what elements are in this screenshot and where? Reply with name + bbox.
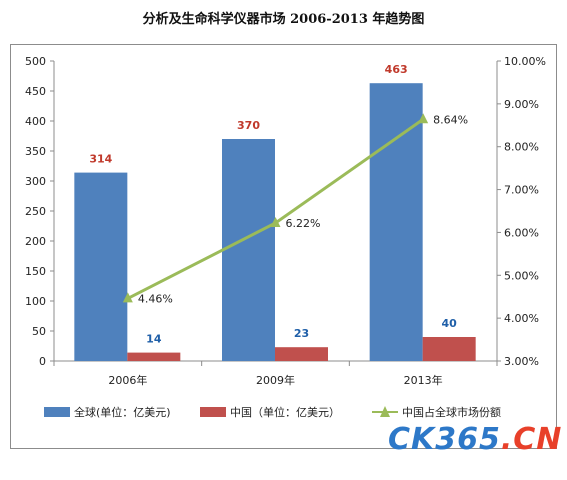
- watermark-ck365: CK365: [388, 422, 501, 457]
- bar-china: [127, 352, 181, 361]
- y-left-tick-label: 100: [25, 295, 46, 308]
- y-left-tick-label: 400: [25, 115, 46, 128]
- chart-title: 分析及生命科学仪器市场 2006-2013 年趋势图: [142, 12, 425, 27]
- x-tick-label: 2009年: [256, 373, 295, 387]
- share-line-marker: [122, 292, 133, 303]
- y-left-tick-label: 500: [25, 55, 46, 68]
- bar-global: [74, 172, 128, 361]
- y-right-tick-label: 9.00%: [504, 98, 539, 111]
- watermark-logo: CK365.CN: [388, 422, 562, 457]
- x-tick-label: 2006年: [108, 373, 147, 387]
- y-left-tick-label: 50: [32, 325, 46, 338]
- legend-swatch-china: [200, 407, 226, 417]
- bar-value-label: 314: [89, 153, 112, 166]
- y-right-tick-label: 3.00%: [504, 355, 539, 368]
- bar-value-label: 463: [385, 63, 408, 76]
- bar-china: [422, 337, 476, 361]
- y-right-tick-label: 8.00%: [504, 141, 539, 154]
- y-left-tick-label: 150: [25, 265, 46, 278]
- y-left-tick-label: 350: [25, 145, 46, 158]
- bar-value-label: 23: [294, 327, 309, 340]
- legend-marker-share: [380, 406, 390, 417]
- chart-frame: [10, 44, 557, 449]
- legend-label: 全球(单位：亿美元): [74, 405, 171, 419]
- share-line-marker: [418, 113, 429, 124]
- bar-global: [369, 83, 423, 361]
- y-left-tick-label: 250: [25, 205, 46, 218]
- share-value-label: 6.22%: [286, 217, 321, 230]
- y-right-tick-label: 10.00%: [504, 55, 546, 68]
- y-left-tick-label: 200: [25, 235, 46, 248]
- legend-label: 中国（单位：亿美元）: [230, 405, 340, 419]
- y-right-tick-label: 7.00%: [504, 184, 539, 197]
- x-tick-label: 2013年: [404, 373, 443, 387]
- y-left-tick-label: 300: [25, 175, 46, 188]
- y-left-tick-label: 0: [39, 355, 46, 368]
- bar-value-label: 40: [442, 317, 458, 330]
- bar-china: [275, 347, 328, 361]
- bar-global: [222, 139, 275, 361]
- bar-value-label: 370: [237, 119, 260, 132]
- watermark-cn: .CN: [500, 422, 563, 457]
- share-value-label: 8.64%: [433, 113, 468, 126]
- y-right-tick-label: 6.00%: [504, 226, 539, 239]
- legend-swatch-global: [44, 407, 70, 417]
- bar-value-label: 14: [146, 333, 162, 346]
- y-right-tick-label: 4.00%: [504, 312, 539, 325]
- y-right-tick-label: 5.00%: [504, 269, 539, 282]
- y-left-tick-label: 450: [25, 85, 46, 98]
- legend-label: 中国占全球市场份额: [402, 405, 501, 419]
- share-line-marker: [270, 217, 281, 227]
- share-value-label: 4.46%: [138, 292, 173, 305]
